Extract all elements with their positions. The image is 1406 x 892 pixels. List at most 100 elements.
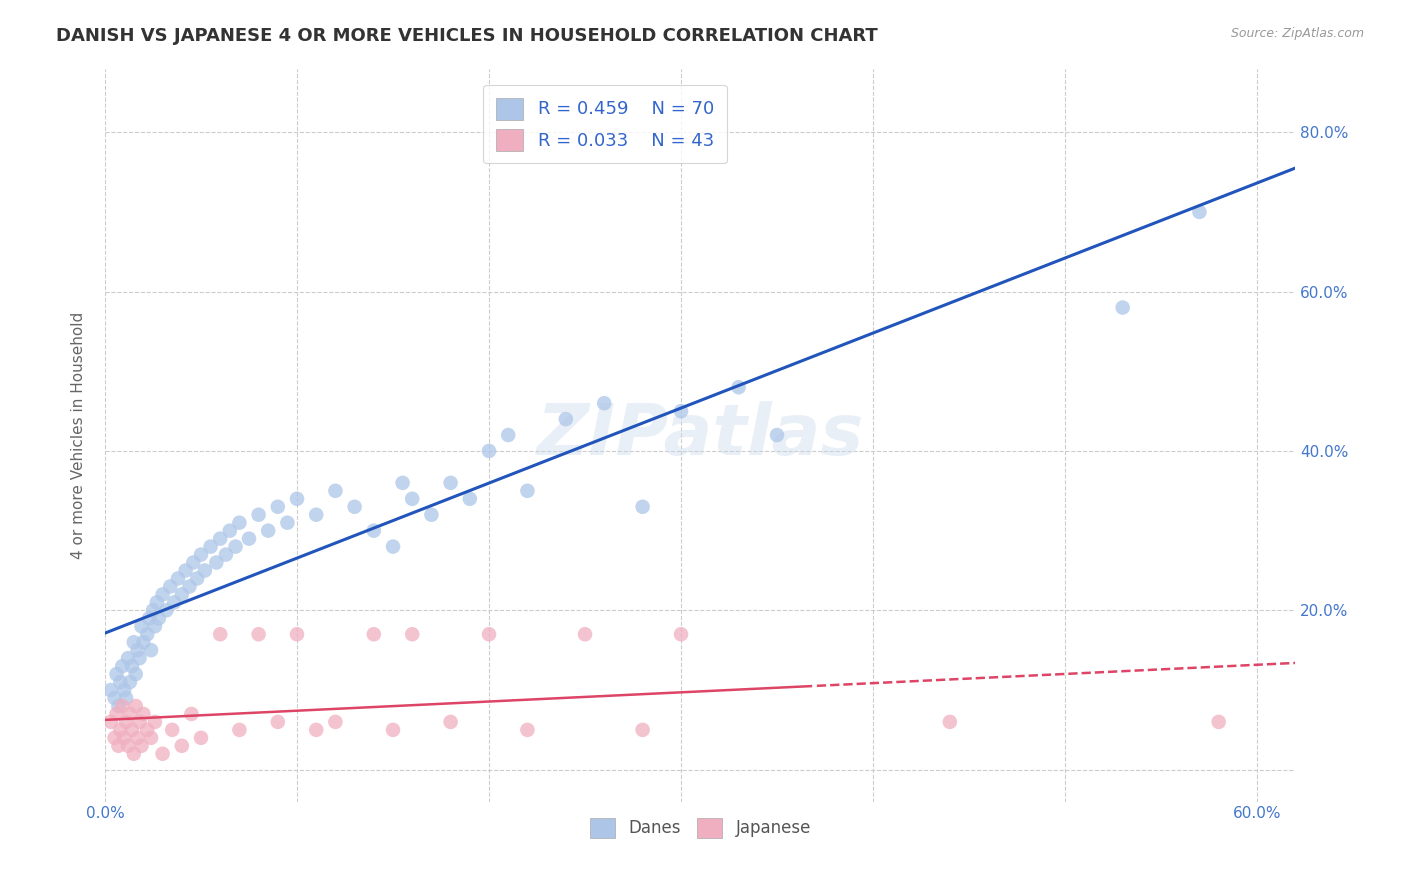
Point xyxy=(190,548,212,562)
Point xyxy=(180,706,202,721)
Point xyxy=(132,635,155,649)
Point xyxy=(228,723,250,737)
Point xyxy=(496,428,519,442)
Point xyxy=(122,635,145,649)
Point xyxy=(205,556,228,570)
Point xyxy=(631,723,654,737)
Point xyxy=(200,540,222,554)
Point xyxy=(139,731,162,745)
Text: DANISH VS JAPANESE 4 OR MORE VEHICLES IN HOUSEHOLD CORRELATION CHART: DANISH VS JAPANESE 4 OR MORE VEHICLES IN… xyxy=(56,27,877,45)
Point xyxy=(143,619,166,633)
Point xyxy=(146,595,169,609)
Point xyxy=(112,731,135,745)
Point xyxy=(363,627,385,641)
Point xyxy=(181,556,204,570)
Point xyxy=(115,691,138,706)
Point xyxy=(136,627,159,641)
Point xyxy=(325,483,347,498)
Y-axis label: 4 or more Vehicles in Household: 4 or more Vehicles in Household xyxy=(72,311,86,558)
Point xyxy=(285,491,308,506)
Point xyxy=(112,683,135,698)
Point xyxy=(148,611,170,625)
Point xyxy=(766,428,789,442)
Point xyxy=(1111,301,1133,315)
Point xyxy=(727,380,749,394)
Point xyxy=(285,627,308,641)
Point xyxy=(194,564,217,578)
Point xyxy=(127,643,149,657)
Point xyxy=(391,475,413,490)
Point xyxy=(142,603,165,617)
Point xyxy=(179,579,201,593)
Point xyxy=(160,723,183,737)
Point xyxy=(128,714,150,729)
Point xyxy=(439,714,461,729)
Text: Source: ZipAtlas.com: Source: ZipAtlas.com xyxy=(1230,27,1364,40)
Point xyxy=(170,587,193,601)
Point xyxy=(138,611,160,625)
Point xyxy=(420,508,443,522)
Point xyxy=(107,698,129,713)
Point xyxy=(132,706,155,721)
Point xyxy=(131,739,153,753)
Point xyxy=(267,500,290,514)
Point xyxy=(401,627,423,641)
Point xyxy=(247,627,270,641)
Point xyxy=(100,683,122,698)
Point xyxy=(139,643,162,657)
Point xyxy=(215,548,238,562)
Point xyxy=(117,739,139,753)
Point xyxy=(118,675,141,690)
Point xyxy=(131,619,153,633)
Text: ZIPatlas: ZIPatlas xyxy=(537,401,863,469)
Point xyxy=(127,731,149,745)
Point xyxy=(136,723,159,737)
Point xyxy=(125,667,148,681)
Point xyxy=(228,516,250,530)
Point xyxy=(401,491,423,506)
Point xyxy=(209,627,232,641)
Point xyxy=(104,691,127,706)
Point xyxy=(110,675,132,690)
Point xyxy=(104,731,127,745)
Point xyxy=(554,412,576,426)
Point xyxy=(117,651,139,665)
Point xyxy=(143,714,166,729)
Point xyxy=(343,500,366,514)
Point xyxy=(458,491,481,506)
Point xyxy=(121,723,143,737)
Point xyxy=(247,508,270,522)
Point xyxy=(1188,205,1211,219)
Point xyxy=(121,659,143,673)
Point xyxy=(159,579,181,593)
Point xyxy=(105,706,128,721)
Point xyxy=(305,723,328,737)
Point xyxy=(363,524,385,538)
Point xyxy=(186,572,208,586)
Point xyxy=(669,404,692,418)
Point xyxy=(155,603,177,617)
Point xyxy=(478,627,501,641)
Point xyxy=(100,714,122,729)
Point xyxy=(439,475,461,490)
Legend: Danes, Japanese: Danes, Japanese xyxy=(583,811,817,845)
Point xyxy=(152,747,174,761)
Point xyxy=(939,714,962,729)
Point xyxy=(107,739,129,753)
Point xyxy=(105,667,128,681)
Point xyxy=(115,714,138,729)
Point xyxy=(593,396,616,410)
Point xyxy=(257,524,280,538)
Point xyxy=(267,714,290,729)
Point xyxy=(516,723,538,737)
Point xyxy=(167,572,190,586)
Point xyxy=(111,698,134,713)
Point xyxy=(669,627,692,641)
Point xyxy=(305,508,328,522)
Point xyxy=(110,723,132,737)
Point xyxy=(125,698,148,713)
Point xyxy=(122,747,145,761)
Point xyxy=(209,532,232,546)
Point xyxy=(218,524,240,538)
Point xyxy=(111,659,134,673)
